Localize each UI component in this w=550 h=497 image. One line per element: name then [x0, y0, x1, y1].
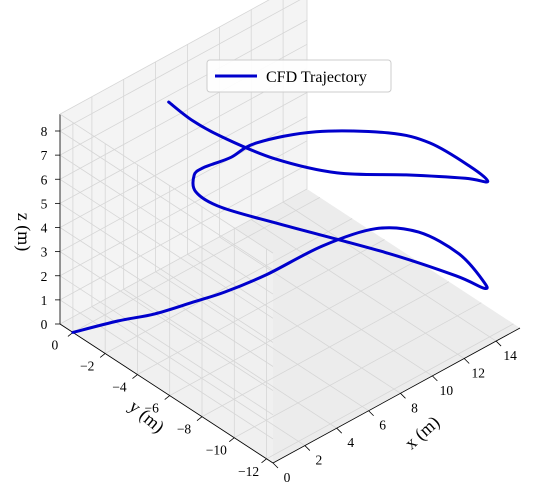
y-tick-label: −12 — [238, 464, 259, 479]
z-tick-label: 1 — [41, 293, 48, 308]
legend-frame — [206, 59, 392, 93]
y-axis-label: y (m) — [125, 396, 169, 437]
y-tick-label: −10 — [206, 443, 227, 458]
x-tick-mark — [368, 410, 374, 417]
y-tick-mark — [229, 437, 235, 443]
y-tick-mark — [196, 416, 203, 421]
x-tick-label: 12 — [471, 365, 485, 380]
y-tick-label: 0 — [52, 337, 59, 352]
x-tick-label: 10 — [440, 383, 454, 398]
z-tick-label: 5 — [41, 196, 48, 211]
y-tick-label: −2 — [80, 358, 94, 373]
x-tick-mark — [400, 393, 406, 399]
series-line-0 — [71, 100, 490, 334]
y-tick-mark — [99, 353, 106, 358]
series-layer — [71, 100, 490, 334]
axis-lines — [59, 0, 521, 464]
y-tick-label: −4 — [112, 380, 127, 395]
legend-label: CFD Trajectory — [266, 69, 367, 86]
x-tick-label: 0 — [284, 470, 291, 485]
y-tick-label: −6 — [145, 401, 160, 416]
x-tick-mark — [495, 340, 502, 347]
z-tick-label: 0 — [41, 317, 48, 332]
x-tick-label: 8 — [411, 400, 418, 415]
x-axis-label: x (m) — [401, 412, 444, 454]
y-tick-mark — [261, 458, 267, 464]
z-tick-label: 8 — [41, 124, 48, 139]
x-tick-label: 14 — [503, 348, 517, 363]
y-tick-label: −8 — [177, 422, 192, 437]
y-tick-mark — [132, 374, 138, 379]
x-tick-label: 6 — [379, 418, 386, 433]
x-tick-mark — [272, 462, 279, 469]
z-tick-label: 2 — [41, 269, 48, 284]
box-edge-top-right — [59, 0, 270, 115]
x-tick-label: 4 — [347, 435, 354, 450]
legend: CFD Trajectory — [206, 59, 392, 93]
y-tick-mark — [164, 395, 170, 400]
z-tick-label: 3 — [41, 245, 48, 260]
z-tick-label: 6 — [41, 172, 48, 187]
x-axis-line — [272, 327, 521, 464]
x-tick-label: 2 — [315, 453, 322, 468]
y-axis-line — [59, 323, 274, 464]
z-tick-label: 7 — [41, 148, 48, 163]
x-tick-mark — [432, 375, 438, 382]
x-tick-mark — [336, 427, 343, 434]
box-edge-top-left — [59, 113, 274, 254]
z-axis-label: z (m) — [13, 213, 34, 251]
x-tick-mark — [463, 358, 470, 364]
x-tick-mark — [304, 445, 311, 451]
z-tick-label: 4 — [41, 221, 48, 236]
